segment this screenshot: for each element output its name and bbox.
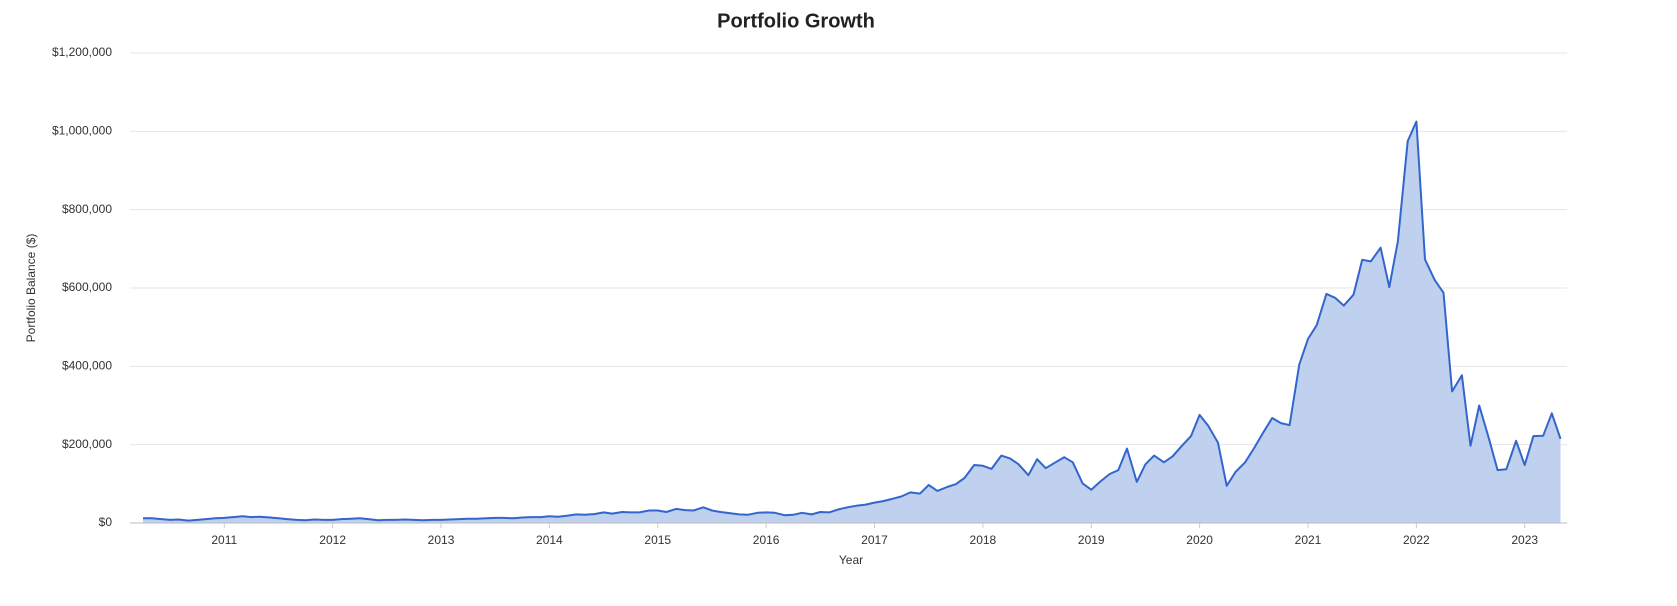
- x-axis-label: Year: [839, 553, 863, 567]
- y-tick-label: $600,000: [62, 280, 112, 294]
- x-tick-label: 2012: [319, 533, 346, 547]
- x-tick-label: 2021: [1295, 533, 1322, 547]
- x-tick-label: 2011: [211, 533, 237, 547]
- y-tick-label: $1,200,000: [52, 45, 112, 59]
- x-tick-label: 2018: [970, 533, 997, 547]
- y-axis-label: Portfolio Balance ($): [24, 234, 38, 343]
- y-tick-label: $200,000: [62, 437, 112, 451]
- x-tick-label: 2017: [861, 533, 888, 547]
- area-fill: [143, 121, 1561, 523]
- x-tick-label: 2022: [1403, 533, 1430, 547]
- x-tick-label: 2019: [1078, 533, 1105, 547]
- y-tick-label: $1,000,000: [52, 124, 112, 138]
- x-tick-label: 2023: [1511, 533, 1538, 547]
- x-tick-label: 2015: [644, 533, 671, 547]
- x-tick-label: 2016: [753, 533, 780, 547]
- x-tick-label: 2020: [1186, 533, 1213, 547]
- chart-title: Portfolio Growth: [717, 10, 875, 32]
- line: [143, 120, 1562, 522]
- y-tick-label: $800,000: [62, 202, 112, 216]
- y-tick-label: $400,000: [62, 359, 112, 373]
- x-tick-label: 2014: [536, 533, 563, 547]
- y-tick-label: $0: [99, 515, 113, 529]
- x-tick-label: 2013: [428, 533, 455, 547]
